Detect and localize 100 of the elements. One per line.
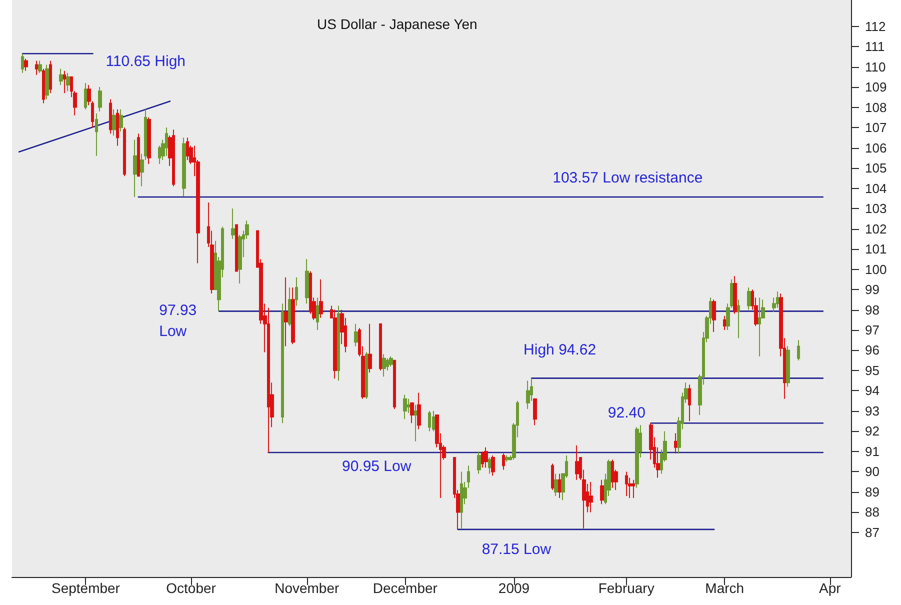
annotation: 87.15 Low bbox=[482, 540, 552, 558]
candlestick bbox=[165, 127, 168, 156]
candlestick bbox=[551, 463, 554, 490]
candlestick bbox=[235, 224, 238, 272]
candlestick bbox=[491, 455, 495, 476]
candlestick bbox=[712, 299, 716, 333]
candlestick bbox=[288, 286, 291, 326]
candlestick bbox=[600, 479, 604, 505]
y-tick-label: 90 bbox=[865, 464, 880, 480]
candlestick bbox=[747, 286, 751, 310]
y-tick-label: 92 bbox=[865, 424, 880, 439]
candlestick bbox=[797, 340, 800, 361]
y-tick-label: 91 bbox=[865, 444, 880, 459]
y-tick-label: 100 bbox=[865, 262, 887, 277]
candlestick bbox=[42, 68, 45, 104]
y-tick-label: 87 bbox=[865, 524, 880, 540]
candlestick bbox=[484, 446, 488, 468]
candlestick bbox=[635, 426, 639, 488]
x-tick-label: Apr bbox=[819, 580, 842, 596]
candlestick bbox=[133, 139, 137, 198]
data-label: 97.93 Low bbox=[159, 302, 197, 340]
candlestick bbox=[35, 60, 38, 76]
x-tick-label: March bbox=[705, 580, 744, 596]
candlestick bbox=[611, 459, 614, 488]
candlestick bbox=[109, 98, 112, 134]
candlestick bbox=[688, 384, 691, 422]
candlestick bbox=[575, 444, 579, 480]
candlestick bbox=[112, 108, 116, 136]
candlestick bbox=[502, 453, 505, 470]
candlestick bbox=[305, 258, 309, 304]
candlestick bbox=[231, 208, 235, 240]
y-tick-label: 108 bbox=[865, 100, 887, 115]
candlestick bbox=[238, 234, 242, 284]
candlestick bbox=[758, 297, 761, 357]
data-label: 90.95 Low bbox=[342, 458, 412, 475]
candlestick bbox=[84, 82, 87, 110]
candlestick bbox=[410, 402, 414, 424]
y-tick-label: 102 bbox=[865, 221, 887, 236]
candlestick bbox=[533, 398, 537, 426]
candlestick bbox=[24, 58, 28, 72]
candlestick bbox=[98, 86, 102, 112]
candlestick bbox=[723, 315, 726, 331]
y-tick-label: 101 bbox=[865, 242, 887, 257]
candlestick bbox=[554, 473, 558, 497]
candlestick bbox=[354, 323, 358, 347]
candlestick bbox=[281, 303, 284, 424]
candlestick bbox=[319, 278, 323, 318]
y-tick-label: 103 bbox=[865, 201, 887, 216]
y-tick-label: 107 bbox=[865, 120, 887, 136]
candlestick bbox=[481, 450, 484, 468]
y-tick-label: 104 bbox=[865, 180, 887, 196]
candlestick bbox=[428, 410, 431, 432]
candlestick bbox=[291, 286, 295, 345]
y-tick-label: 96 bbox=[865, 342, 880, 358]
y-tick-label: 112 bbox=[865, 18, 886, 34]
y-tick-label: 111 bbox=[865, 39, 885, 54]
y-tick-label: 97 bbox=[865, 322, 880, 338]
candlestick bbox=[733, 276, 737, 314]
y-tick-label: 93 bbox=[865, 403, 880, 418]
data-label: 110.65 High bbox=[106, 53, 186, 70]
candlestick bbox=[316, 297, 319, 331]
candlestick bbox=[460, 471, 463, 529]
candlestick bbox=[417, 392, 421, 430]
candlestick bbox=[95, 112, 98, 156]
candlestick bbox=[432, 410, 435, 432]
candlestick bbox=[63, 70, 66, 94]
data-label: 92.40 bbox=[608, 404, 646, 422]
candlestick bbox=[123, 127, 126, 177]
candlestick bbox=[116, 108, 119, 146]
candlestick bbox=[38, 60, 42, 74]
candlestick bbox=[368, 323, 372, 374]
candlestick bbox=[172, 129, 175, 187]
candlestick bbox=[186, 137, 189, 160]
candlestick bbox=[526, 380, 530, 410]
candlestick bbox=[737, 299, 740, 339]
y-tick-label: 105 bbox=[865, 160, 887, 176]
y-tick-label: 106 bbox=[865, 140, 887, 156]
candlestick bbox=[403, 394, 407, 420]
y-tick-label: 88 bbox=[865, 504, 880, 520]
candlestick bbox=[49, 60, 52, 94]
candlestick bbox=[389, 356, 393, 367]
candlestick bbox=[295, 276, 298, 306]
candlestick bbox=[776, 291, 779, 308]
x-tick-label: December bbox=[372, 580, 438, 596]
candlestick bbox=[786, 346, 790, 388]
y-tick-label: 109 bbox=[865, 80, 887, 95]
candlestick bbox=[182, 137, 186, 197]
y-tick-label: 99 bbox=[865, 282, 880, 298]
candlestick bbox=[382, 354, 386, 378]
candlestick bbox=[379, 323, 382, 371]
candlestick bbox=[137, 133, 140, 177]
x-tick-label: October bbox=[166, 580, 216, 596]
y-tick-label: 94 bbox=[865, 383, 880, 398]
candlestick bbox=[558, 473, 561, 499]
x-tick-label: 2009 bbox=[498, 580, 530, 596]
candlestick bbox=[284, 276, 288, 347]
x-tick-label: February bbox=[598, 580, 654, 596]
candlestick bbox=[674, 432, 677, 454]
candlestick bbox=[147, 116, 151, 164]
x-tick-label: November bbox=[274, 580, 340, 596]
